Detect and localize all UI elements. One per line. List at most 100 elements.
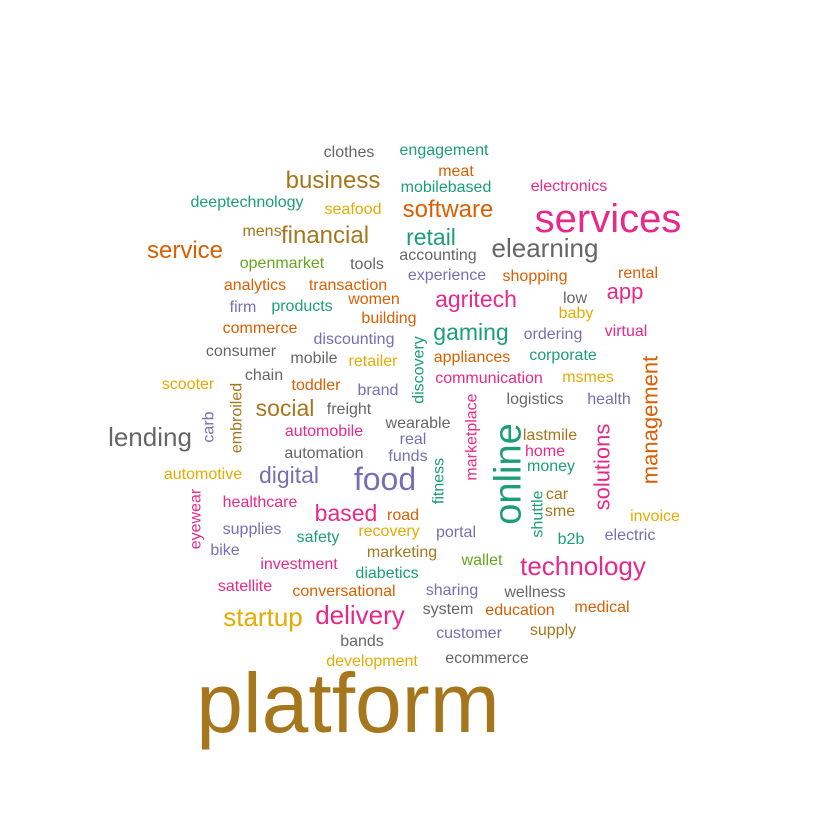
word-investment: investment: [260, 556, 338, 573]
word-freight: freight: [327, 401, 372, 418]
word-toddler: toddler: [292, 377, 342, 394]
word-elearning: elearning: [492, 233, 599, 263]
word-automobile: automobile: [285, 423, 363, 440]
word-home: home: [525, 443, 565, 460]
word-education: education: [485, 602, 554, 619]
word-diabetics: diabetics: [355, 565, 418, 582]
word-tools: tools: [350, 256, 384, 273]
word-corporate: corporate: [529, 347, 597, 364]
word-portal: portal: [436, 524, 476, 541]
word-b2b: b2b: [558, 531, 585, 548]
word-deeptechnology: deeptechnology: [191, 194, 304, 211]
word-customer: customer: [436, 625, 502, 642]
word-ordering: ordering: [524, 326, 583, 343]
word-automotive: automotive: [164, 466, 242, 483]
word-lending: lending: [108, 422, 192, 452]
word-wearable: wearable: [385, 415, 451, 432]
word-seafood: seafood: [325, 201, 382, 218]
word-products: products: [271, 298, 332, 315]
word-virtual: virtual: [605, 323, 648, 340]
word-brand: brand: [358, 382, 399, 399]
word-marketplace: marketplace: [464, 393, 481, 480]
word-carb: carb: [201, 411, 218, 442]
word-startup: startup: [223, 602, 303, 632]
word-wallet: wallet: [461, 552, 503, 569]
word-clothes: clothes: [324, 144, 375, 161]
word-bands: bands: [340, 633, 384, 650]
word-women: women: [347, 291, 400, 308]
word-discovery: discovery: [411, 336, 428, 404]
word-embroiled: embroiled: [229, 383, 246, 453]
word-consumer: consumer: [206, 343, 277, 360]
word-retail: retail: [406, 224, 456, 250]
word-electric: electric: [605, 527, 656, 544]
word-eyewear: eyewear: [188, 488, 205, 549]
word-financial: financial: [281, 222, 369, 249]
word-technology: technology: [520, 551, 646, 581]
word-health: health: [587, 391, 631, 408]
word-platform: platform: [196, 656, 499, 750]
word-service: service: [147, 237, 223, 264]
word-sme: sme: [545, 503, 575, 520]
word-low: low: [563, 290, 587, 307]
word-agritech: agritech: [435, 286, 517, 312]
word-shuttle: shuttle: [530, 490, 547, 537]
word-system: system: [423, 601, 474, 618]
word-analytics: analytics: [224, 277, 286, 294]
word-gaming: gaming: [433, 319, 508, 345]
word-discounting: discounting: [314, 331, 395, 348]
word-digital: digital: [259, 462, 319, 488]
word-firm: firm: [230, 299, 257, 316]
word-supply: supply: [530, 622, 576, 639]
word-fitness: fitness: [431, 458, 448, 504]
word-transaction: transaction: [309, 277, 387, 294]
word-management: management: [638, 356, 663, 484]
word-business: business: [286, 167, 381, 194]
word-scooter: scooter: [162, 376, 215, 393]
word-app: app: [607, 279, 644, 304]
word-cloud-words: platform services online food technology elea…: [108, 142, 681, 750]
word-based: based: [315, 500, 378, 526]
word-healthcare: healthcare: [223, 494, 298, 511]
word-communication: communication: [435, 370, 543, 387]
word-commerce: commerce: [223, 320, 298, 337]
word-social: social: [256, 395, 315, 421]
word-baby: baby: [559, 305, 594, 322]
word-msmes: msmes: [562, 369, 614, 386]
word-safety: safety: [297, 529, 340, 546]
word-rental: rental: [618, 265, 658, 282]
word-ecommerce: ecommerce: [445, 650, 529, 667]
word-logistics: logistics: [507, 391, 564, 408]
word-funds: funds: [388, 448, 427, 465]
word-electronics: electronics: [531, 178, 607, 195]
word-openmarket: openmarket: [240, 255, 325, 272]
word-wellness: wellness: [503, 584, 565, 601]
word-building: building: [361, 310, 416, 327]
word-marketing: marketing: [367, 544, 437, 561]
word-food: food: [354, 461, 416, 497]
word-meat: meat: [438, 163, 474, 180]
word-automation: automation: [284, 445, 363, 462]
word-lastmile: lastmile: [523, 427, 577, 444]
word-appliances: appliances: [434, 349, 511, 366]
word-retailer: retailer: [349, 353, 399, 370]
word-bike: bike: [210, 542, 239, 559]
word-medical: medical: [574, 599, 629, 616]
word-experience: experience: [408, 267, 486, 284]
word-real: real: [400, 431, 427, 448]
word-solutions: solutions: [590, 424, 615, 511]
word-car: car: [546, 486, 569, 503]
word-invoice: invoice: [630, 508, 680, 525]
word-mobile: mobile: [290, 350, 337, 367]
word-development: development: [326, 653, 418, 670]
word-supplies: supplies: [223, 521, 282, 538]
word-sharing: sharing: [426, 582, 478, 599]
word-services: services: [535, 197, 682, 241]
word-conversational: conversational: [292, 583, 395, 600]
word-mobilebased: mobilebased: [401, 179, 492, 196]
word-recovery: recovery: [358, 523, 419, 540]
word-online: online: [487, 423, 529, 524]
word-shopping: shopping: [503, 268, 568, 285]
word-engagement: engagement: [400, 142, 490, 159]
